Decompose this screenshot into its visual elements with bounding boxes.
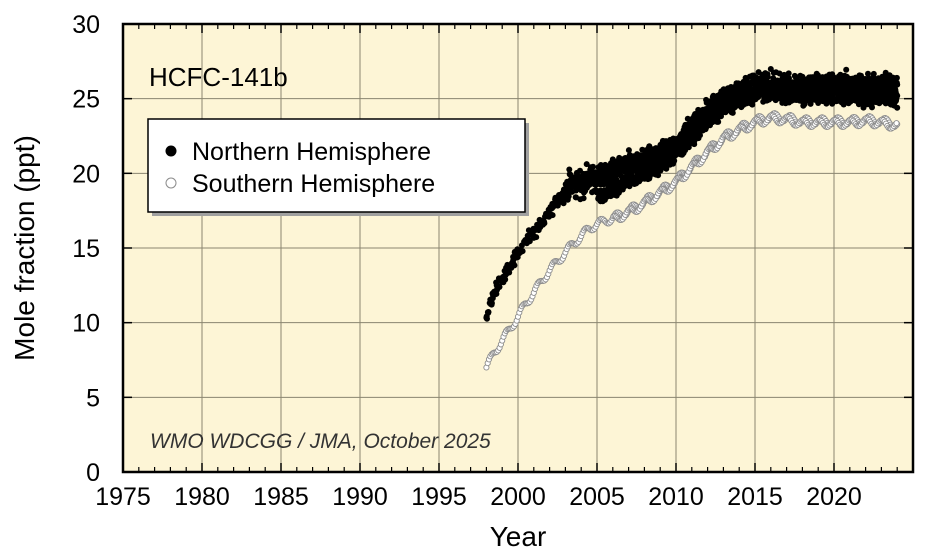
northern-point: [843, 66, 850, 73]
southern-hemisphere-series: [483, 110, 901, 371]
northern-point: [894, 81, 901, 88]
northern-point: [684, 115, 691, 122]
y-tick-label: 25: [72, 86, 100, 114]
northern-point: [869, 104, 875, 111]
x-tick-label: 2000: [490, 483, 546, 511]
x-tick-label: 1975: [95, 483, 151, 511]
northern-point: [671, 157, 678, 164]
legend-box: [147, 118, 526, 213]
northern-point: [502, 276, 509, 283]
northern-point: [541, 220, 548, 227]
northern-point: [519, 248, 526, 255]
northern-point: [549, 212, 556, 219]
northern-point: [590, 163, 596, 170]
chart-title: HCFC-141b: [149, 62, 288, 92]
y-tick-label: 0: [86, 459, 100, 487]
legend-label-northern: Northern Hemisphere: [192, 138, 431, 166]
legend-label-southern: Southern Hemisphere: [192, 170, 435, 198]
x-tick-label: 1995: [411, 483, 467, 511]
northern-point: [715, 118, 722, 125]
northern-point: [870, 70, 877, 77]
x-tick-label: 2020: [806, 483, 862, 511]
y-axis-title: Mole fraction (ppt): [9, 135, 40, 361]
northern-point: [865, 70, 871, 77]
x-axis-title: Year: [490, 521, 547, 552]
northern-point: [894, 92, 901, 99]
x-tick-label: 1985: [253, 483, 309, 511]
x-tick-label: 1990: [332, 483, 388, 511]
northern-point: [893, 74, 900, 81]
northern-point: [764, 73, 771, 80]
northern-point: [663, 165, 670, 172]
northern-point: [729, 109, 736, 116]
y-tick-label: 10: [72, 310, 100, 338]
northern-point: [511, 262, 518, 269]
northern-point: [655, 172, 662, 179]
x-tick-label: 2015: [727, 483, 783, 511]
northern-point: [583, 161, 590, 168]
northern-point: [894, 104, 901, 111]
northern-point: [785, 70, 792, 77]
legend: Northern Hemisphere Southern Hemisphere: [147, 118, 529, 216]
legend-marker-southern: [165, 177, 177, 189]
plot-frame: [121, 22, 915, 474]
x-tick-labels: 1975 1980 1985 1990 1995 2000 2005 2010 2015 2020: [95, 483, 862, 511]
y-tick-label: 20: [72, 160, 100, 188]
northern-hemisphere-series: [483, 66, 901, 322]
x-tick-label: 1980: [174, 483, 230, 511]
northern-point: [566, 166, 573, 173]
northern-point: [625, 147, 632, 154]
x-tick-label: 2010: [648, 483, 704, 511]
y-tick-label: 5: [86, 384, 100, 412]
northern-point: [484, 315, 490, 322]
northern-point: [560, 200, 567, 207]
x-tick-label: 2005: [569, 483, 625, 511]
northern-point: [580, 195, 587, 202]
northern-point: [533, 234, 540, 241]
y-tick-label: 30: [72, 11, 100, 39]
southern-point: [893, 120, 900, 127]
northern-point: [526, 238, 533, 245]
y-tick-label: 15: [72, 235, 100, 263]
northern-point: [506, 269, 513, 276]
northern-point: [496, 283, 503, 290]
northern-point: [485, 309, 492, 315]
source-annotation: WMO WDCGG / JMA, October 2025: [150, 430, 491, 453]
northern-point: [488, 300, 495, 307]
y-tick-labels: 0 5 10 15 20 25 30: [72, 11, 100, 487]
legend-marker-northern: [165, 145, 177, 157]
northern-point: [697, 132, 703, 139]
